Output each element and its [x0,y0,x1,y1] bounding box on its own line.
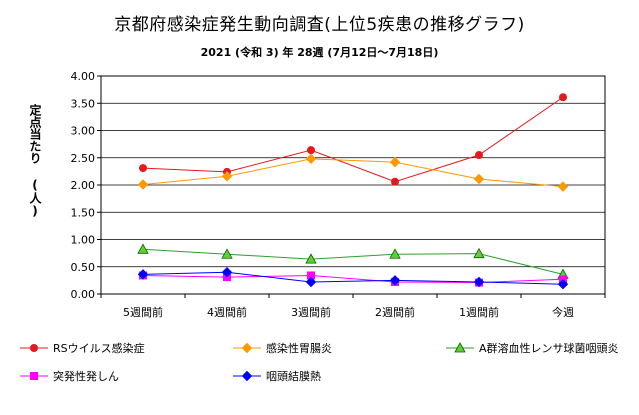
chart-title: 京都府感染症発生動向調査(上位5疾患の推移グラフ) [114,15,525,35]
legend-marker [454,342,466,353]
y-tick-labels: 0.00 0.50 1.00 1.50 2.00 2.50 3.00 3.50 4.00 [71,70,96,301]
chart-subtitle: 2021 (令和 3) 年 28週 (7月12日〜7月18日) [200,46,439,59]
legend-item: RSウイルス感染症 [20,341,145,355]
data-point [137,243,149,254]
legend-item: 咽頭結膜熱 [233,369,321,383]
legend-item: 感染性胃腸炎 [233,341,332,355]
data-point [557,181,569,192]
data-point [475,151,483,160]
y-tick-label: 0.00 [71,288,96,301]
series-line [142,248,564,275]
legend-label: 咽頭結膜熱 [266,369,321,383]
axes [97,75,606,298]
y-tick-label: 2.00 [71,179,96,192]
legend-item: 突発性発しん [20,369,119,383]
y-axis-label: 定点当たり (人) [28,104,42,218]
data-point [559,93,567,102]
data-point [139,164,147,173]
data-point [307,146,315,155]
series-2 [137,153,569,192]
series-4 [139,271,567,287]
data-point [389,156,401,168]
data-point [389,275,401,286]
data-point [473,173,485,185]
data-point [137,269,149,280]
x-tick-label: 5週間前 [123,305,163,319]
y-tick-label: 3.50 [71,97,96,110]
y-tick-label: 0.50 [71,261,96,274]
legend-marker [30,344,38,352]
legend-label: RSウイルス感染症 [53,341,145,355]
y-tick-label: 4.00 [71,70,96,83]
gridlines [101,75,605,295]
data-point [557,278,569,290]
series-line [142,158,564,188]
y-tick-label: 1.00 [71,234,96,247]
data-point [221,171,233,182]
x-tick-label: 4週間前 [207,305,247,319]
legend-marker [30,372,38,380]
series-3 [137,243,569,279]
x-tick-label: 3週間前 [291,305,331,319]
legend-marker [241,342,253,354]
legend-label: A群溶血性レンサ球菌咽頭炎 [479,341,619,355]
data-point [305,276,317,288]
data-point [221,248,233,259]
series-line [142,96,564,183]
series-1 [139,93,567,186]
legend-item: A群溶血性レンサ球菌咽頭炎 [446,341,619,355]
y-tick-label: 3.00 [71,125,96,138]
x-tick-label: 2週間前 [375,305,415,319]
series-group [137,93,569,290]
data-point [389,248,401,259]
data-point [473,276,485,288]
legend-marker [241,370,253,382]
data-point [391,177,399,186]
legend-label: 感染性胃腸炎 [266,341,332,355]
series-line [142,271,564,285]
legend-label: 突発性発しん [53,369,119,383]
data-point [473,247,485,259]
series-5 [137,266,569,290]
y-tick-label: 1.50 [71,206,96,219]
x-tick-labels: 5週間前 4週間前 3週間前 2週間前 1週間前 今週 [123,305,574,319]
data-point [305,253,317,264]
y-tick-label: 2.50 [71,152,96,165]
x-tick-label: 1週間前 [459,305,499,319]
data-point [221,266,233,278]
data-point [137,179,149,190]
x-tick-label: 今週 [552,305,574,319]
data-point [305,153,317,165]
